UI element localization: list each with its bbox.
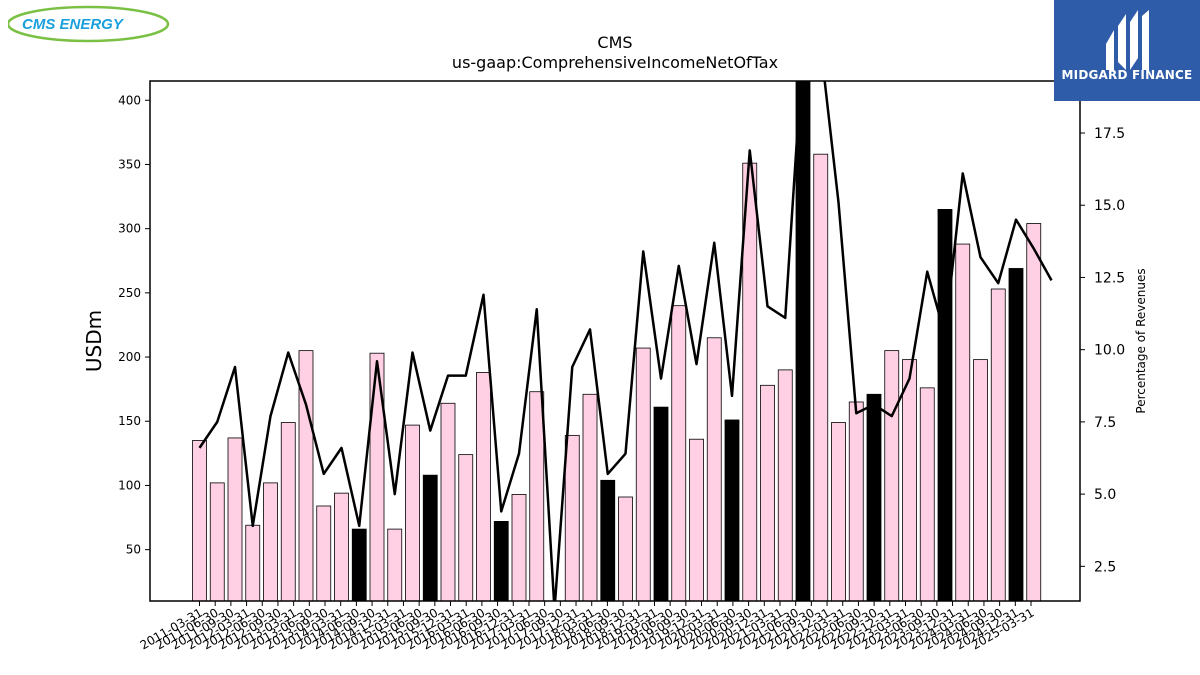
brand-right-name: MIDGARD FINANCE	[1061, 68, 1193, 82]
y-tick-label: 200	[118, 350, 141, 364]
bar-2012-12-31	[316, 505, 332, 601]
chart-title: CMS	[597, 33, 632, 52]
bar-2019-03-31	[760, 384, 775, 601]
bar-2017-06-30	[635, 347, 651, 601]
y-tick-label: 300	[118, 222, 141, 236]
bar-2013-12-31	[387, 528, 403, 601]
bar-2022-06-30	[990, 288, 1006, 601]
y2-tick-label: 17.5	[1094, 126, 1125, 142]
midgard-finance-logo: MIDGARD FINANCE	[1054, 0, 1200, 101]
bar-2021-03-31	[902, 359, 917, 601]
midgard-mark-icon	[1106, 10, 1149, 70]
y2-tick-label: 10.0	[1094, 343, 1125, 359]
bar-2020-06-30	[848, 401, 864, 601]
bar-2015-03-31	[476, 372, 491, 601]
bars-layer	[192, 81, 1042, 601]
y2-tick-label: 7.5	[1094, 415, 1116, 431]
y2-axis: 2.5 5.0 7.5 10.0 12.5 15.0 17.5	[1080, 126, 1125, 575]
plot-frame	[149, 80, 1081, 602]
bar-2017-03-31	[618, 496, 633, 601]
bar-2022-03-31	[973, 359, 988, 601]
bar-2014-03-31	[405, 424, 420, 601]
bar-2019-12-31	[813, 153, 829, 601]
logo-swoosh	[6, 5, 170, 43]
bar-2017-12-31	[671, 305, 687, 601]
bar-2020-09-30	[866, 393, 882, 601]
y2-tick-label: 12.5	[1094, 270, 1125, 286]
bar-2021-09-30	[937, 208, 953, 601]
bar-2014-09-30	[440, 402, 456, 601]
line-layer	[198, 81, 1053, 601]
bar-2022-12-31	[1026, 223, 1042, 601]
bar-2018-03-31	[689, 438, 704, 601]
bar-2021-12-31	[955, 243, 971, 601]
bar-2015-09-30	[511, 494, 527, 601]
bar-2018-06-30	[706, 337, 722, 601]
bar-2011-03-31	[192, 440, 207, 601]
bar-2014-12-31	[458, 454, 474, 601]
bar-2011-06-30	[209, 482, 225, 601]
bar-2013-03-31	[334, 492, 349, 601]
bar-2017-09-30	[653, 406, 669, 601]
ratio-line	[198, 81, 1053, 601]
bar-2015-12-31	[529, 391, 545, 601]
y-tick-label: 100	[118, 478, 141, 492]
y2-axis-label: Percentage of Revenues	[1134, 268, 1148, 413]
chart-subtitle: us-gaap:ComprehensiveIncomeNetOfTax	[452, 53, 778, 72]
bar-2014-06-30	[422, 474, 438, 601]
y2-tick-label: 5.0	[1094, 487, 1116, 503]
bar-2016-06-30	[564, 434, 580, 601]
y-tick-label: 150	[118, 414, 141, 428]
brand-left-name: CMS ENERGY	[22, 16, 125, 33]
bar-2012-03-31	[263, 482, 278, 601]
bar-2016-09-30	[582, 393, 598, 601]
bar-2015-06-30	[493, 521, 509, 601]
bar-2013-06-30	[351, 528, 367, 601]
bar-2016-12-31	[600, 479, 616, 601]
bar-2011-09-30	[227, 437, 243, 601]
y-tick-label: 50	[126, 543, 141, 557]
bar-2019-09-30	[795, 81, 811, 601]
bar-2019-06-30	[777, 369, 793, 601]
bar-2018-09-30	[724, 419, 740, 601]
bar-2012-06-30	[280, 422, 296, 601]
y-axis: 50 100 150 200 250 300 350 400	[118, 93, 150, 557]
y2-tick-label: 15.0	[1094, 198, 1125, 214]
y-axis-label: USDm	[82, 310, 106, 372]
y-tick-label: 350	[118, 157, 141, 171]
y-tick-label: 250	[118, 286, 141, 300]
bar-2011-12-31	[245, 524, 261, 601]
y-tick-label: 400	[118, 93, 141, 107]
x-axis: 2011-03-312011-06-302011-09-302012-03-31…	[138, 601, 1037, 652]
bar-2020-03-31	[831, 422, 846, 601]
bar-2013-09-30	[369, 352, 385, 601]
bar-2022-09-30	[1008, 268, 1024, 601]
y2-tick-label: 2.5	[1094, 559, 1116, 575]
bar-2021-06-30	[919, 387, 935, 601]
bar-2020-12-31	[884, 350, 900, 601]
cms-energy-logo: CMS ENERGY	[6, 4, 173, 44]
